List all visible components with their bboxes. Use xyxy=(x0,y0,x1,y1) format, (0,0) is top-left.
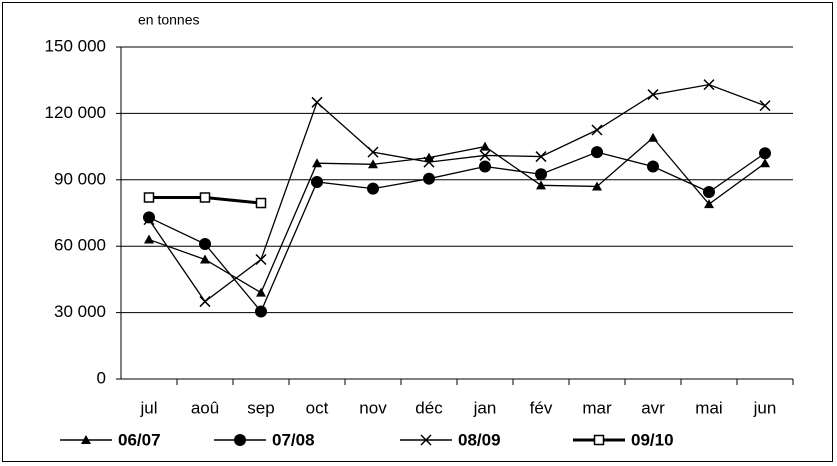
data-point xyxy=(591,124,603,136)
y-tick-label: 150 000 xyxy=(45,36,106,55)
y-tick-label: 30 000 xyxy=(54,302,106,321)
series-line xyxy=(148,136,766,294)
data-point xyxy=(704,199,714,209)
data-point xyxy=(312,158,322,168)
x-tick-label: aoû xyxy=(191,398,219,417)
data-point xyxy=(760,158,770,168)
data-point xyxy=(647,89,659,101)
data-point xyxy=(703,185,715,198)
y-tick-label: 60 000 xyxy=(54,236,106,255)
x-tick-label: jul xyxy=(139,398,157,417)
data-point xyxy=(255,305,267,318)
data-point xyxy=(591,146,603,159)
x-tick-label: jun xyxy=(753,398,777,417)
data-point xyxy=(199,237,211,250)
y-tick-label: 120 000 xyxy=(45,103,106,122)
y-tick-label: 0 xyxy=(97,368,106,387)
data-point xyxy=(423,172,435,185)
data-point xyxy=(143,211,155,224)
series-line xyxy=(148,151,766,313)
data-point xyxy=(423,156,435,168)
data-point xyxy=(535,151,547,163)
data-point xyxy=(535,168,547,181)
x-tick-label: oct xyxy=(306,398,329,417)
x-tick-label: avr xyxy=(641,398,665,417)
data-point xyxy=(759,100,771,112)
data-point xyxy=(536,180,546,190)
data-point xyxy=(648,132,658,142)
legend-marker xyxy=(234,434,246,446)
legend-marker xyxy=(593,434,605,446)
data-point xyxy=(480,141,490,151)
axis-unit-label: en tonnes xyxy=(138,12,200,28)
y-tick-label: 90 000 xyxy=(54,169,106,188)
x-tick-label: sep xyxy=(247,398,274,417)
legend-label: 09/10 xyxy=(631,430,674,449)
data-point xyxy=(479,160,491,173)
data-point xyxy=(311,96,323,108)
data-point xyxy=(368,159,378,169)
data-point xyxy=(199,296,211,308)
data-point xyxy=(199,192,211,203)
data-point xyxy=(367,146,379,158)
legend-marker xyxy=(420,434,432,446)
x-tick-label: mai xyxy=(695,398,722,417)
data-point xyxy=(255,253,267,266)
legend-label: 07/08 xyxy=(272,430,315,449)
x-tick-label: jan xyxy=(473,398,497,417)
x-tick-label: fév xyxy=(530,398,553,417)
series-line xyxy=(148,83,766,303)
data-point xyxy=(143,192,155,203)
data-point xyxy=(703,79,715,91)
data-point xyxy=(311,176,323,189)
data-point xyxy=(200,254,210,264)
x-tick-label: déc xyxy=(415,398,443,417)
legend-marker xyxy=(81,435,91,444)
data-point xyxy=(255,197,267,209)
data-point xyxy=(143,214,155,226)
data-point xyxy=(256,287,266,297)
data-point xyxy=(592,181,602,191)
legend-label: 08/09 xyxy=(458,430,501,449)
x-tick-label: nov xyxy=(359,398,387,417)
data-point xyxy=(479,149,491,161)
x-tick-label: mar xyxy=(582,398,612,417)
data-point xyxy=(144,234,154,244)
data-point xyxy=(759,147,771,160)
data-point xyxy=(647,160,659,173)
legend-label: 06/07 xyxy=(118,430,161,449)
data-point xyxy=(367,182,379,195)
